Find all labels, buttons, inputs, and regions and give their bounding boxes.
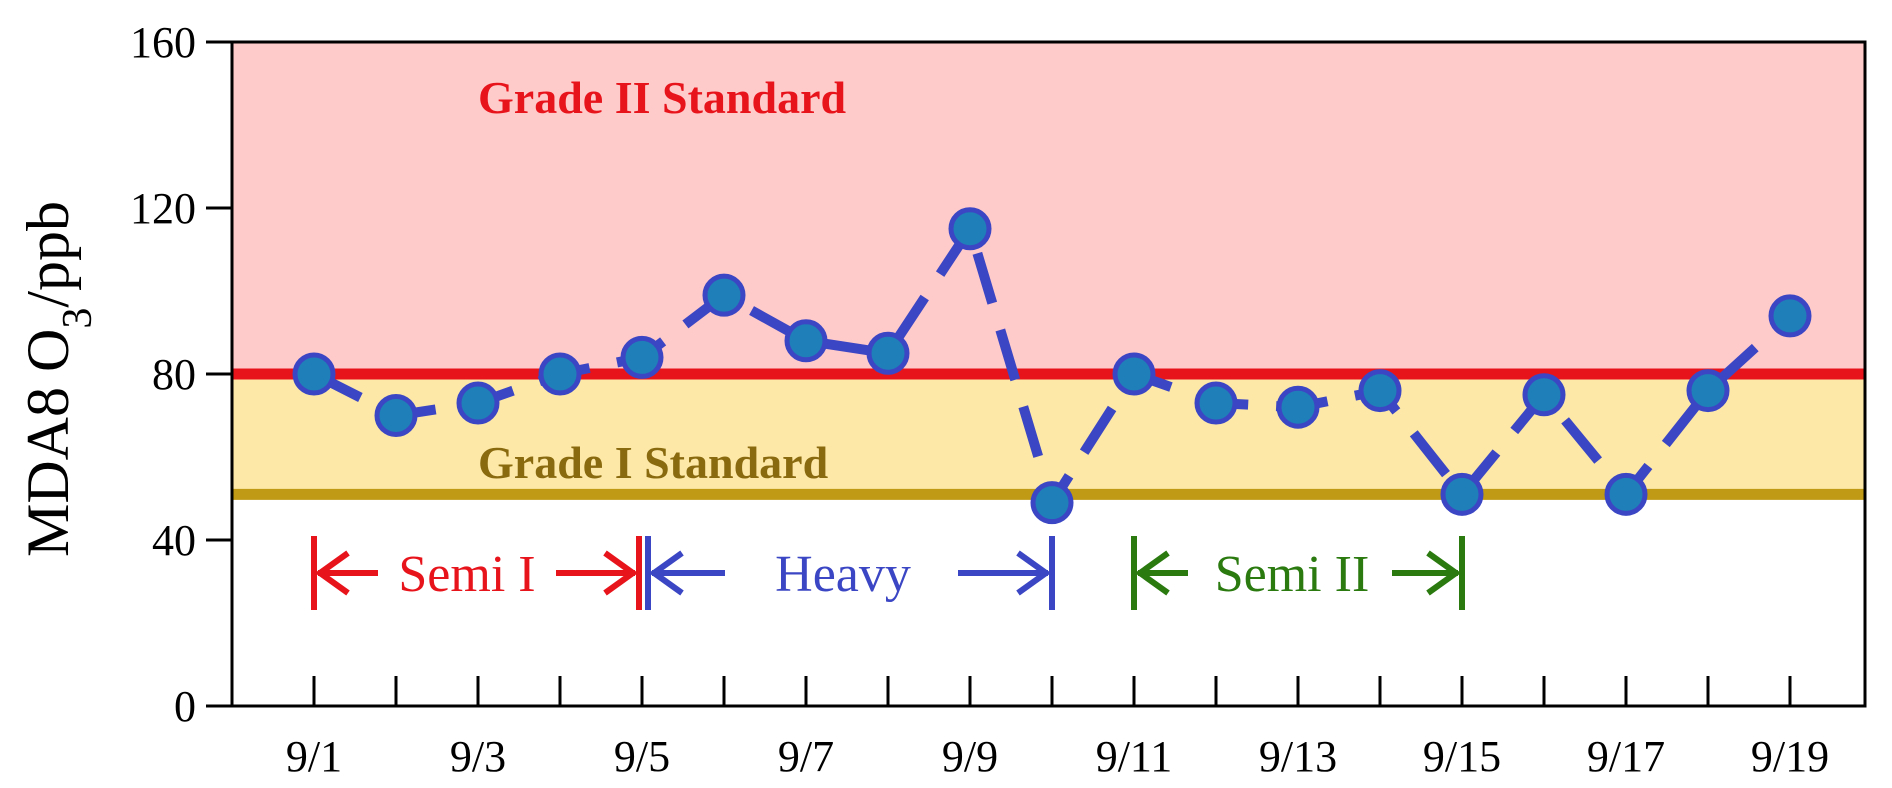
data-point-9-17	[1604, 472, 1648, 516]
period-1-left-arrowhead	[648, 550, 684, 596]
data-point-9-9	[948, 207, 992, 251]
y-tick-label-80: 80	[152, 350, 196, 399]
period-2-left-arrowhead	[1134, 550, 1170, 596]
period-1-label: Heavy	[775, 546, 911, 603]
data-point-9-13	[1276, 385, 1320, 429]
y-axis-title-suffix: /ppb	[15, 201, 81, 308]
data-point-9-4	[538, 352, 582, 396]
data-point-9-2	[374, 394, 418, 437]
data-point-9-7	[784, 319, 828, 363]
data-point-9-10	[1030, 481, 1074, 525]
x-tick-label-9-17: 9/17	[1587, 732, 1665, 781]
y-axis-title-prefix: MDA8 O	[15, 329, 81, 557]
band-0	[232, 42, 1865, 374]
data-point-9-6	[702, 273, 746, 317]
x-tick-label-9-15: 9/15	[1423, 732, 1501, 781]
band-label-0: Grade II Standard	[478, 72, 846, 123]
data-point-9-1	[292, 352, 336, 396]
data-series	[292, 207, 1812, 525]
period-annotations: Semi I Heavy Semi II	[311, 536, 1465, 610]
data-point-9-14	[1358, 369, 1402, 413]
x-tick-label-9-9: 9/9	[942, 732, 998, 781]
axes: 0 40 80 120 160 9/1 9/3 9/5 9/7 9/9 9/11 9/13 9/15 9/…	[130, 18, 1829, 781]
period-2-right-arrowhead	[1426, 550, 1462, 596]
data-point-9-11	[1112, 352, 1156, 396]
period-0: Semi I	[311, 536, 642, 610]
period-1-right-arrowhead	[1016, 550, 1052, 596]
y-tick-label-40: 40	[152, 516, 196, 565]
period-0-label: Semi I	[398, 546, 535, 603]
data-point-9-18	[1686, 369, 1730, 413]
x-tick-label-9-19: 9/19	[1751, 732, 1829, 781]
data-point-9-12	[1194, 381, 1238, 425]
x-tick-label-9-5: 9/5	[614, 732, 670, 781]
data-point-9-5	[620, 335, 664, 379]
band-label-1: Grade I Standard	[478, 437, 829, 488]
y-tick-label-120: 120	[130, 184, 196, 233]
x-tick-label-9-11: 9/11	[1096, 732, 1173, 781]
period-2-label: Semi II	[1215, 546, 1370, 603]
x-tick-label-9-13: 9/13	[1259, 732, 1337, 781]
data-point-9-16	[1522, 373, 1566, 417]
period-1: Heavy	[645, 536, 1055, 610]
data-point-9-15	[1440, 472, 1484, 516]
data-point-9-8	[866, 331, 910, 375]
standard-bands: Grade II Standard Grade I Standard	[232, 42, 1865, 500]
y-tick-label-160: 160	[130, 18, 196, 67]
y-tick-label-0: 0	[174, 682, 196, 731]
y-axis-title-subscript: 3	[55, 308, 101, 329]
x-tick-label-9-3: 9/3	[450, 732, 506, 781]
period-0-left-arrowhead	[314, 550, 350, 596]
period-0-right-arrowhead	[603, 550, 639, 596]
period-2: Semi II	[1131, 536, 1465, 610]
x-tick-label-9-1: 9/1	[286, 732, 342, 781]
y-axis-title: MDA8 O3/ppb	[15, 201, 101, 557]
data-point-9-3	[456, 381, 500, 425]
data-point-9-19	[1768, 294, 1812, 338]
x-tick-label-9-7: 9/7	[778, 732, 834, 781]
